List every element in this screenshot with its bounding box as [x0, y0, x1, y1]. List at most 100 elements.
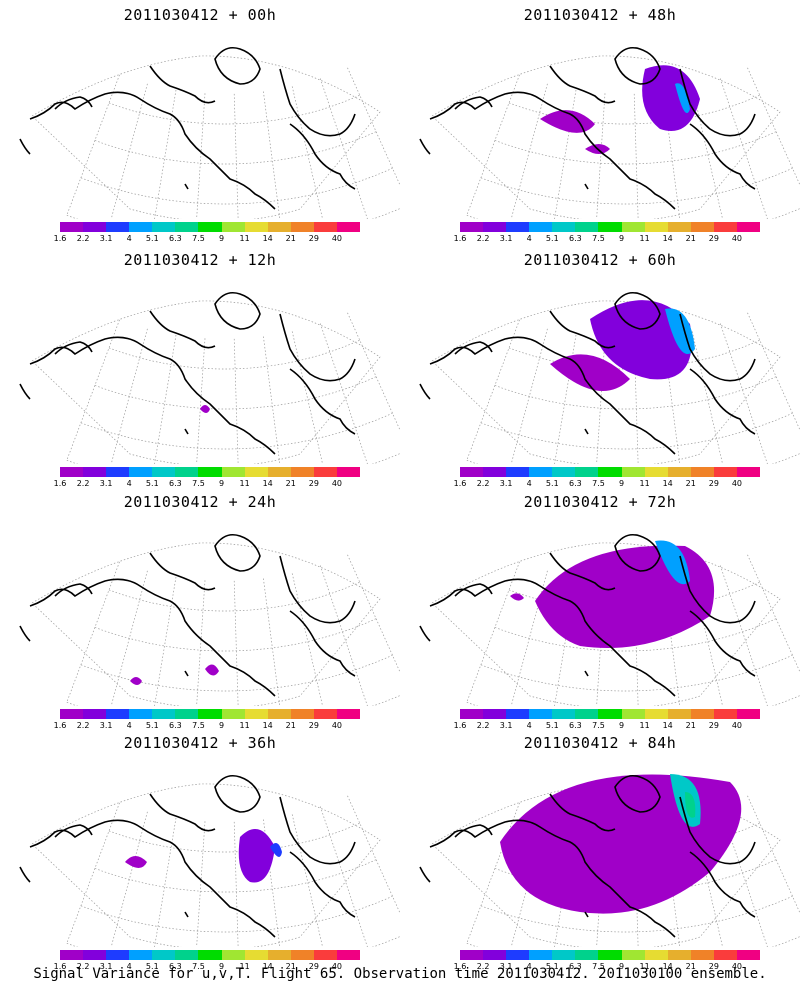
legend-label: 4	[126, 962, 132, 971]
latitude-gridline	[80, 412, 393, 450]
legend-swatch	[152, 950, 176, 960]
legend-label: 40	[331, 479, 343, 488]
coastline	[149, 793, 216, 832]
panel-title: 2011030412 + 24h	[123, 493, 277, 511]
variance-region	[238, 829, 275, 883]
legend-swatch	[621, 222, 645, 232]
legend-label: 1.6	[453, 721, 467, 730]
legend-label: 21	[685, 962, 696, 971]
legend-label: 9	[218, 479, 225, 488]
legend-label: 29	[708, 962, 719, 971]
variance-region	[535, 545, 715, 648]
legend-label: 5.1	[545, 234, 559, 243]
legend-label: 11	[239, 721, 250, 730]
meridian-gridline	[291, 573, 323, 706]
meridian-gridline	[319, 565, 368, 706]
latitude-gridline	[108, 581, 360, 612]
legend-labels: 1.6 2.2 3.1 4 5.1 6.3 7.5 9 11 14 21 29 40	[454, 479, 760, 489]
legend-label: 5.1	[145, 721, 159, 730]
coastline	[429, 578, 676, 697]
meridian-gridline	[110, 83, 148, 219]
latitude-gridline	[66, 695, 400, 706]
coastline	[214, 533, 261, 572]
coastline	[279, 313, 356, 382]
map-plot	[419, 46, 800, 219]
legend-swatch	[483, 467, 507, 477]
legend-swatch	[736, 467, 761, 477]
legend-label: 21	[285, 234, 296, 243]
meridian-gridline	[154, 89, 177, 219]
legend-swatch	[290, 709, 314, 719]
legend-swatch	[244, 467, 268, 477]
legend-label: 2.2	[76, 721, 90, 730]
latitude-gridline	[94, 618, 377, 652]
meridian-gridline	[466, 561, 520, 703]
coastline	[214, 774, 261, 813]
variance-region	[510, 593, 524, 601]
legend-swatch	[713, 709, 737, 719]
legend-swatch	[83, 467, 107, 477]
legend-label: 21	[285, 479, 296, 488]
legend-swatch	[575, 709, 599, 719]
legend-swatch	[644, 222, 668, 232]
meridian-gridline	[554, 89, 577, 219]
legend-label: 7.5	[192, 962, 205, 971]
legend-label: 5.1	[145, 962, 159, 971]
coastline	[214, 291, 261, 330]
latitude-gridline	[466, 936, 800, 947]
coastline	[614, 774, 661, 813]
map-plot	[419, 533, 800, 706]
legend-label: 9	[218, 234, 225, 243]
legend-swatch	[198, 950, 222, 960]
legend-swatch	[313, 709, 337, 719]
legend-label: 5.1	[145, 234, 159, 243]
legend-swatch	[667, 467, 691, 477]
meridian-gridline	[66, 561, 120, 703]
coastline	[289, 610, 356, 677]
legend-label: 3.1	[99, 234, 113, 243]
legend-swatch	[129, 222, 153, 232]
coastline	[149, 65, 216, 104]
legend-label: 4	[526, 962, 532, 971]
legend-label: 11	[239, 962, 250, 971]
meridian-gridline	[66, 74, 120, 216]
legend-swatch	[621, 467, 645, 477]
legend-swatch	[713, 222, 737, 232]
variance-region	[590, 300, 692, 380]
coastline	[679, 555, 756, 624]
meridian-gridline	[263, 336, 281, 464]
legend-labels: 1.6 2.2 3.1 4 5.1 6.3 7.5 9 11 14 21 29 40	[454, 721, 760, 731]
variance-region	[130, 677, 142, 685]
meridian-gridline	[110, 570, 148, 706]
legend-labels: 1.6 2.2 3.1 4 5.1 6.3 7.5 9 11 14 21 29 40	[454, 962, 760, 972]
panel-title: 2011030412 + 84h	[523, 734, 677, 752]
coastline	[19, 383, 31, 400]
legend-swatch	[575, 467, 599, 477]
legend-swatch	[460, 467, 484, 477]
coastline	[689, 851, 756, 918]
latitude-gridline	[508, 339, 760, 370]
meridian-gridline	[196, 580, 206, 706]
coastline	[19, 138, 31, 155]
legend-label: 3.1	[499, 962, 513, 971]
meridian-gridline	[233, 821, 239, 947]
meridian-gridline	[719, 323, 768, 464]
legend-swatch	[175, 467, 199, 477]
legend-swatch	[736, 222, 761, 232]
coastline	[289, 123, 356, 190]
color-legend	[460, 467, 761, 477]
legend-label: 29	[308, 479, 319, 488]
meridian-gridline	[154, 576, 177, 706]
legend-label: 6.3	[569, 479, 582, 488]
legend-labels: 1.6 2.2 3.1 4 5.1 6.3 7.5 9 11 14 21 29 40	[454, 234, 760, 244]
coastline	[419, 138, 431, 155]
map-boundary	[31, 300, 381, 464]
coastline	[19, 866, 31, 883]
meridian-gridline	[291, 86, 323, 219]
legend-label: 40	[331, 234, 343, 243]
legend-swatch	[106, 709, 130, 719]
variance-region	[642, 65, 700, 131]
latitude-gridline	[80, 895, 393, 933]
legend-swatch	[529, 950, 553, 960]
map-plot	[19, 46, 400, 219]
